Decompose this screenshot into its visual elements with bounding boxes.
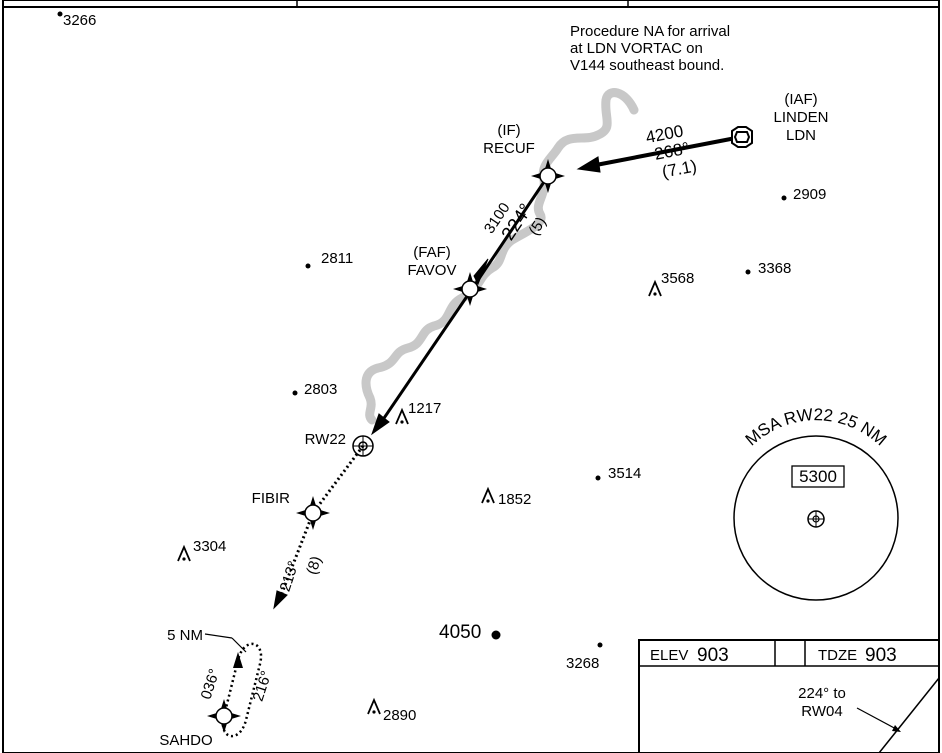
msa-center-icon <box>807 510 825 528</box>
spot-elevation: 3514 <box>608 465 641 482</box>
spot-dot <box>57 11 63 17</box>
msa-altitude: 5300 <box>799 467 837 486</box>
obstacle-icon <box>395 407 409 425</box>
spot-elevation: 2909 <box>793 186 826 203</box>
obstacle-elevation: 3568 <box>661 270 694 287</box>
msa-title: MSA RW22 25 NM <box>742 405 890 449</box>
route-lines <box>273 135 742 610</box>
runway-symbol-icon <box>352 435 374 457</box>
hold-outbound-label: 216° <box>250 669 276 704</box>
msa-circle: MSA RW22 25 NM 5300 <box>733 405 899 601</box>
faf-role-label: (FAF) <box>413 244 451 261</box>
fibir-label: FIBIR <box>252 490 291 507</box>
procedure-note-line1: Procedure NA for arrival <box>570 23 730 40</box>
spot-elevation: 2803 <box>304 381 337 398</box>
airport-info-box: ELEV 903 TDZE 903 224° to RW04 <box>638 639 940 753</box>
spot-dot <box>597 642 603 648</box>
tdze-label: TDZE <box>818 647 857 664</box>
hold-length-label: 5 NM <box>167 627 203 644</box>
obstacle-elevation: 2890 <box>383 707 416 724</box>
highest-terrain-elevation: 4050 <box>439 622 481 643</box>
spot-dot <box>745 269 751 275</box>
fix-star-fibir-icon <box>296 496 330 530</box>
if-name-label: RECUF <box>483 140 535 157</box>
obstacle-icon <box>177 544 191 562</box>
svg-text:MSA RW22 25 NM: MSA RW22 25 NM <box>742 405 890 449</box>
sahdo-label: SAHDO <box>159 732 212 749</box>
spot-elevation: 2811 <box>321 250 353 267</box>
rw22-label: RW22 <box>305 431 346 448</box>
spot-dot <box>781 195 787 201</box>
spot-dot <box>292 390 298 396</box>
spot-elevation: 3266 <box>63 12 96 29</box>
obstacle-elevation: 1217 <box>408 400 441 417</box>
faf-name-label: FAVOV <box>408 262 457 279</box>
obstacle-elevation: 1852 <box>498 491 531 508</box>
holding-pattern <box>204 633 263 738</box>
river <box>361 88 639 425</box>
iaf-role-label: (IAF) <box>784 91 817 108</box>
runway-note-line1: 224° to <box>798 685 846 702</box>
obstacle-elevation: 3304 <box>193 538 226 555</box>
fix-star-sahdo-icon <box>207 699 241 733</box>
obstacle-icon <box>648 279 662 297</box>
highest-terrain-dot <box>491 630 501 640</box>
spot-elevation: 3368 <box>758 260 791 277</box>
procedure-note-line2: at LDN VORTAC on <box>570 40 703 57</box>
hold-inbound-label: 036° <box>198 667 224 702</box>
spot-elevation: 3268 <box>566 655 599 672</box>
vortac-ldn-icon <box>731 126 753 148</box>
iaf-name-label: LINDEN <box>773 109 828 126</box>
fix-star-favov-icon <box>453 272 487 306</box>
missed-course: 213° <box>277 559 303 594</box>
obstacle-icon <box>481 486 495 504</box>
elev-value: 903 <box>697 645 729 666</box>
obstacle-icon <box>367 697 381 715</box>
spot-dot <box>595 475 601 481</box>
iaf-ident-label: LDN <box>786 127 816 144</box>
fix-star-recuf-icon <box>531 159 565 193</box>
spot-dot <box>305 263 311 269</box>
if-role-label: (IF) <box>497 122 520 139</box>
procedure-note-line3: V144 southeast bound. <box>570 57 724 74</box>
elev-label: ELEV <box>650 647 688 664</box>
runway-note-line2: RW04 <box>801 703 842 720</box>
missed-distance: (8) <box>303 554 325 577</box>
tdze-value: 903 <box>865 645 897 666</box>
